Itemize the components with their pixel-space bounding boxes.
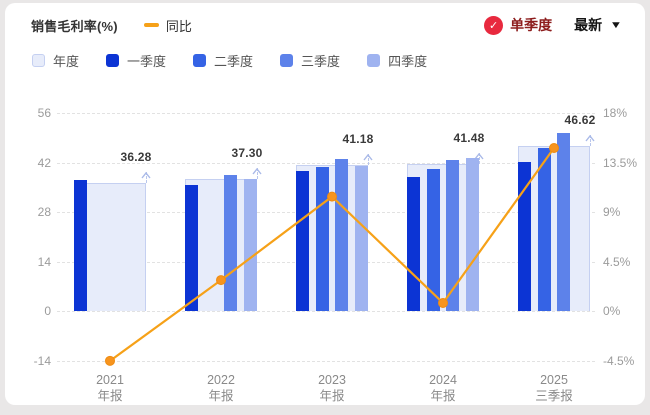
quarter-bar-四季度[interactable] <box>355 166 368 311</box>
arrow-up-icon <box>141 166 151 184</box>
quarter-bar-二季度[interactable] <box>315 166 329 311</box>
y-axis-tick-left: 56 <box>37 106 51 120</box>
legend-item-二季度[interactable]: 二季度 <box>193 51 253 70</box>
annotation-pointer-line <box>590 135 591 147</box>
legend-swatch-icon <box>367 54 381 67</box>
bar-legend: 年度 一季度 二季度 三季度 四季度 <box>32 51 454 70</box>
quarter-bar-三季度[interactable] <box>335 159 349 311</box>
quarter-bar-一季度[interactable] <box>407 177 420 311</box>
annual-value-label: 36.28 <box>120 149 152 164</box>
quarter-bar-一季度[interactable] <box>296 170 309 311</box>
quarter-bar-四季度[interactable] <box>466 158 479 311</box>
y-axis-tick-left: 42 <box>37 155 51 170</box>
y-axis-tick-right: 9% <box>603 205 621 219</box>
y-axis-tick-left: 0 <box>44 304 51 318</box>
chart-title: 销售毛利率(%) <box>31 18 118 34</box>
single-quarter-label: 单季度 <box>510 17 553 33</box>
quarter-bar-三季度[interactable] <box>224 174 238 311</box>
legend-item-四季度[interactable]: 四季度 <box>367 51 427 70</box>
latest-label: 最新 <box>574 17 603 33</box>
x-axis-label: 2024 年报 <box>429 373 457 403</box>
y-axis-tick-left: -14 <box>33 353 51 368</box>
chart-header: 销售毛利率(%) 同比 ✓ 单季度 最新 ▼ <box>31 15 623 35</box>
annual-value-label: 46.62 <box>564 113 596 128</box>
y-axis-tick-left: 14 <box>37 254 51 269</box>
gridline <box>57 311 595 312</box>
annual-value-label: 41.48 <box>453 131 485 146</box>
y-axis-tick-right: 18% <box>603 106 628 120</box>
quarter-bar-四季度[interactable] <box>244 179 257 311</box>
arrow-up-icon <box>585 129 595 147</box>
legend-item-yoy[interactable]: 同比 <box>143 16 192 35</box>
arrow-up-icon <box>252 162 262 180</box>
y-axis-tick-left: 28 <box>37 205 51 219</box>
plot-area: 56 18% 42 13.5% 28 9% 14 4.5% 0 0% -14 -4.5% 36.28 20… <box>5 3 645 405</box>
quarter-bar-一季度[interactable] <box>518 161 531 311</box>
chart-card: 销售毛利率(%) 同比 ✓ 单季度 最新 ▼ 年度 一季度 二季度 三季度 四季度 56… <box>5 3 645 405</box>
x-axis-label: 2022 年报 <box>207 373 235 403</box>
legend-swatch-icon <box>193 54 207 67</box>
chevron-down-icon: ▼ <box>609 19 623 31</box>
yoy-line-swatch-icon <box>143 23 159 27</box>
single-quarter-toggle[interactable]: ✓ 单季度 <box>484 15 552 35</box>
legend-swatch-icon <box>32 54 45 67</box>
quarter-bar-三季度[interactable] <box>557 132 571 311</box>
y-axis-tick-right: 13.5% <box>603 155 638 170</box>
legend-item-年度[interactable]: 年度 <box>32 51 79 70</box>
legend-swatch-icon <box>106 54 120 67</box>
legend-item-一季度[interactable]: 一季度 <box>106 51 166 70</box>
y-axis-tick-right: 0% <box>603 304 621 318</box>
y-axis-tick-right: -4.5% <box>603 353 635 368</box>
annual-value-label: 37.30 <box>231 146 263 161</box>
quarter-bar-一季度[interactable] <box>74 180 87 311</box>
arrow-up-icon <box>363 148 373 166</box>
y-axis-tick-right: 4.5% <box>603 254 631 269</box>
quarter-bar-二季度[interactable] <box>426 168 440 311</box>
gridline <box>57 113 595 114</box>
legend-item-三季度[interactable]: 三季度 <box>280 51 340 70</box>
quarter-bar-二季度[interactable] <box>537 147 551 311</box>
legend-swatch-icon <box>280 54 294 67</box>
x-axis-label: 2025 三季报 <box>535 373 573 403</box>
gridline <box>57 360 595 362</box>
x-axis-label: 2021 年报 <box>96 373 124 403</box>
check-circle-icon: ✓ <box>484 15 504 35</box>
quarter-bar-一季度[interactable] <box>185 185 198 311</box>
quarter-bar-三季度[interactable] <box>446 160 460 311</box>
x-axis-label: 2023 年报 <box>318 373 346 403</box>
annual-value-label: 41.18 <box>342 132 374 147</box>
latest-dropdown[interactable]: 最新 ▼ <box>574 15 623 35</box>
